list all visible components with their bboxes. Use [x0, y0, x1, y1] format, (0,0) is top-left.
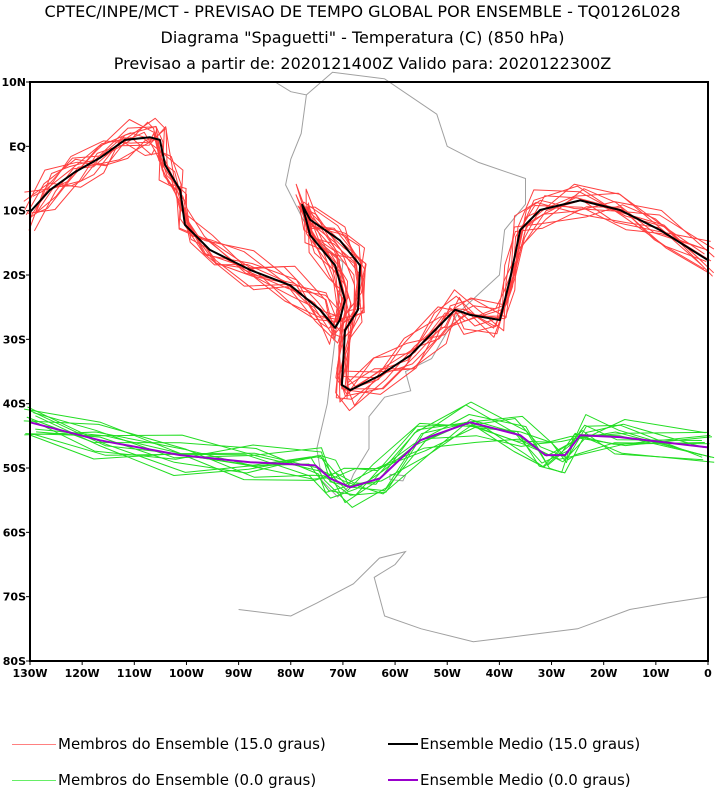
y-tick-label: 30S — [3, 333, 26, 346]
y-tick-label: 20S — [3, 269, 26, 282]
x-tick-label: 30W — [538, 667, 565, 680]
ensemble-member-line — [33, 117, 715, 391]
x-tick-label: 0 — [704, 667, 712, 680]
legend-item-members-0: Membros do Ensemble (0.0 graus) — [12, 771, 316, 789]
ensemble-member-line — [32, 137, 709, 395]
ensemble-member-line — [29, 409, 712, 499]
legend-item-members-15: Membros do Ensemble (15.0 graus) — [12, 735, 326, 753]
y-tick-label: 60S — [3, 526, 26, 539]
title-line-3: Previsao a partir de: 2020121400Z Valido… — [113, 54, 612, 73]
ensemble-mean-line — [29, 136, 709, 392]
ensemble-member-line — [24, 421, 702, 492]
x-tick-label: 40W — [486, 667, 513, 680]
x-tick-label: 50W — [434, 667, 461, 680]
south-america-coastline — [274, 71, 526, 498]
y-tick-label: 10S — [3, 205, 26, 218]
ensemble-member-line — [35, 401, 715, 485]
legend-swatch — [388, 779, 418, 781]
ensemble-member-line — [27, 406, 710, 496]
x-tick-label: 80W — [277, 667, 304, 680]
ensemble-member-line — [35, 126, 715, 392]
legend-swatch — [12, 779, 56, 781]
ensemble-member-line — [24, 408, 705, 508]
ensemble-member-line — [35, 415, 711, 492]
ensemble-member-line — [29, 423, 705, 477]
y-tick-label: 70S — [3, 591, 26, 604]
ensemble-member-line — [29, 127, 711, 407]
x-tick-label: 90W — [225, 667, 252, 680]
title-line-2: Diagrama "Spaguetti" - Temperatura (C) (… — [160, 28, 565, 47]
x-tick-label: 120W — [65, 667, 100, 680]
ensemble-member-line — [28, 126, 709, 388]
x-tick-label: 130W — [12, 667, 47, 680]
x-tick-label: 110W — [117, 667, 152, 680]
y-tick-label: 80S — [3, 655, 26, 668]
legend-item-mean-0: Ensemble Medio (0.0 graus) — [388, 771, 631, 789]
ensemble-member-line — [23, 137, 704, 403]
ensemble-member-line — [35, 119, 713, 380]
y-tick-label: 40S — [3, 398, 26, 411]
antarctica-coastline — [238, 550, 709, 643]
falklands-coastline — [389, 473, 407, 482]
coastlines — [238, 71, 709, 643]
ensemble-member-line — [36, 420, 713, 487]
legend-label: Ensemble Medio (0.0 graus) — [420, 771, 631, 789]
ensemble-member-line — [30, 132, 707, 397]
ensemble-member-line — [28, 121, 705, 395]
title-line-1: CPTEC/INPE/MCT - PREVISAO DE TEMPO GLOBA… — [44, 2, 681, 21]
y-tick-label: 10N — [1, 76, 26, 89]
ensemble-member-line — [35, 125, 715, 399]
x-tick-label: 70W — [329, 667, 356, 680]
x-tick-label: 60W — [381, 667, 408, 680]
y-tick-label: 50S — [3, 462, 26, 475]
legend-swatch — [12, 743, 56, 745]
x-tick-label: 100W — [169, 667, 204, 680]
y-tick-label: EQ — [9, 140, 26, 153]
legend-item-mean-15: Ensemble Medio (15.0 graus) — [388, 735, 640, 753]
ensemble-member-line — [25, 414, 702, 495]
ensemble-member-line — [24, 131, 703, 400]
ensemble-member-line — [24, 139, 705, 390]
legend-label: Membros do Ensemble (15.0 graus) — [58, 735, 326, 753]
legend-label: Ensemble Medio (15.0 graus) — [420, 735, 641, 753]
x-tick-label: 10W — [642, 667, 669, 680]
ensemble-mean-line — [29, 421, 709, 489]
ensemble-means — [29, 136, 709, 489]
map-frame — [29, 81, 709, 662]
x-tick-label: 20W — [590, 667, 617, 680]
axis-ticks: 130W 120W 110W 100W 90W 80W 70W 60W 50W 40W 30W 20W… — [1, 76, 712, 680]
spaghetti-map: 130W 120W 110W 100W 90W 80W 70W 60W 50W 40W 30W 20W… — [1, 71, 715, 680]
legend-label: Membros do Ensemble (0.0 graus) — [58, 771, 317, 789]
ensemble-member-line — [34, 129, 712, 379]
legend-swatch — [388, 743, 418, 745]
